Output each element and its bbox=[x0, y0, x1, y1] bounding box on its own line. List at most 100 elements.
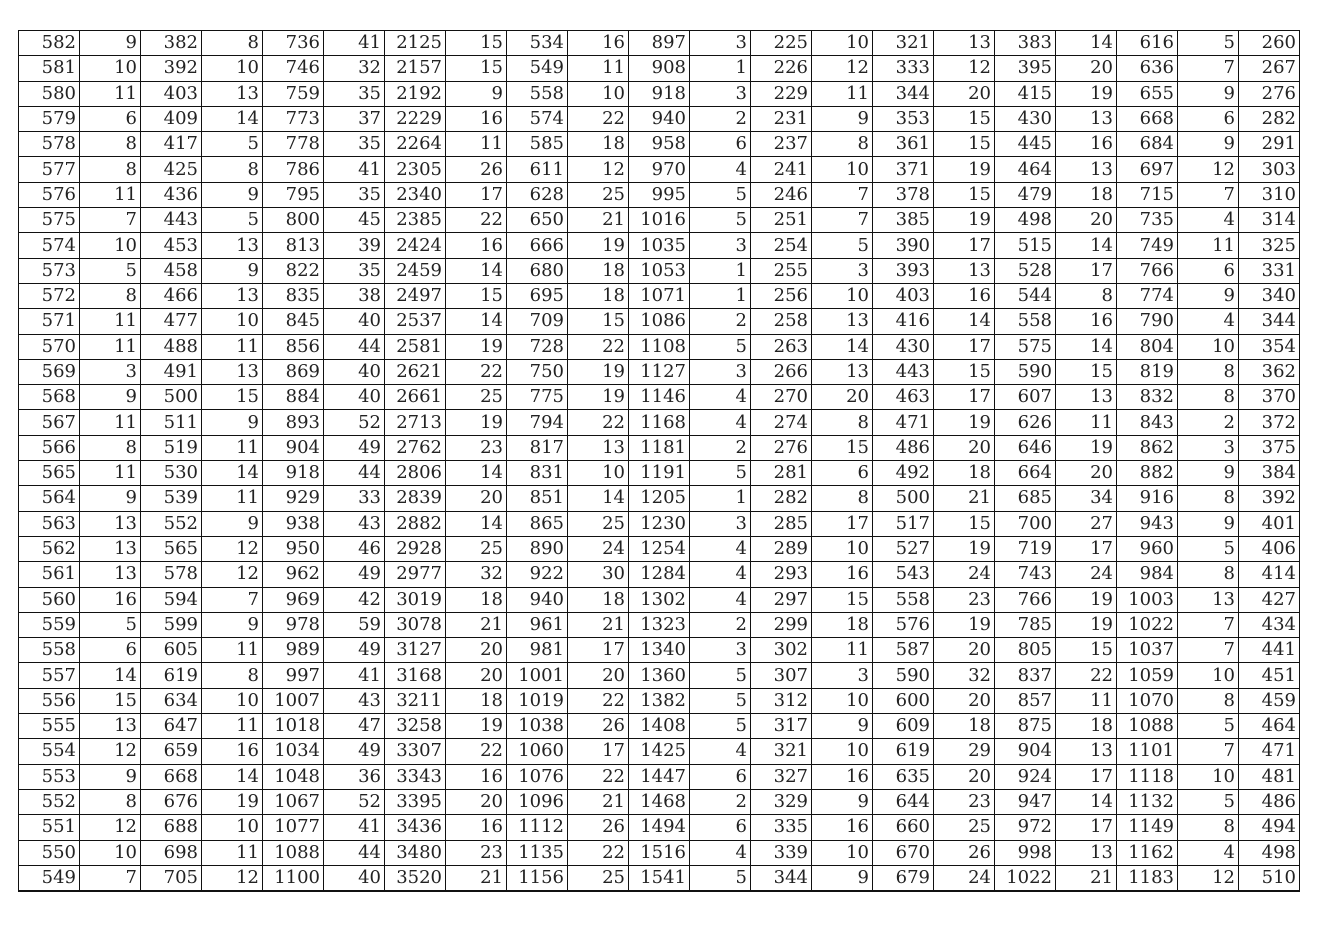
cumulative-cell: 1132 bbox=[1116, 788, 1178, 816]
count-cell: 10 bbox=[79, 839, 141, 866]
cumulative-cell: 434 bbox=[1238, 611, 1300, 639]
count-cell: 11 bbox=[79, 80, 141, 107]
cumulative-cell: 384 bbox=[1238, 460, 1300, 487]
count-cell: 35 bbox=[323, 181, 385, 209]
count-cell: 8 bbox=[79, 131, 141, 158]
count-cell: 16 bbox=[1055, 131, 1117, 158]
cumulative-cell: 266 bbox=[750, 358, 812, 386]
count-cell: 15 bbox=[933, 510, 995, 537]
count-cell: 24 bbox=[933, 864, 995, 893]
count-cell: 10 bbox=[567, 80, 629, 107]
count-cell: 1 bbox=[689, 257, 751, 284]
count-cell: 41 bbox=[323, 156, 385, 183]
cumulative-cell: 660 bbox=[872, 814, 934, 841]
count-cell: 6 bbox=[79, 637, 141, 664]
count-cell: 20 bbox=[1055, 55, 1117, 82]
cumulative-cell: 362 bbox=[1238, 358, 1300, 386]
count-cell: 13 bbox=[1055, 738, 1117, 765]
count-cell: 4 bbox=[689, 586, 751, 613]
cumulative-cell: 865 bbox=[506, 510, 568, 537]
score-cell: 571 bbox=[18, 308, 80, 335]
score-cell: 553 bbox=[18, 763, 80, 790]
score-cell: 549 bbox=[18, 864, 80, 893]
cumulative-cell: 519 bbox=[140, 434, 202, 462]
count-cell: 10 bbox=[1177, 662, 1239, 689]
cumulative-cell: 819 bbox=[1116, 358, 1178, 386]
count-cell: 15 bbox=[567, 308, 629, 335]
cumulative-cell: 851 bbox=[506, 485, 568, 512]
count-cell: 25 bbox=[445, 384, 507, 411]
cumulative-cell: 1059 bbox=[1116, 662, 1178, 689]
count-cell: 3 bbox=[689, 637, 751, 664]
count-cell: 10 bbox=[811, 156, 873, 183]
cumulative-cell: 1541 bbox=[628, 864, 690, 893]
count-cell: 11 bbox=[79, 409, 141, 436]
cumulative-cell: 636 bbox=[1116, 55, 1178, 82]
count-cell: 22 bbox=[567, 763, 629, 790]
count-cell: 45 bbox=[323, 207, 385, 234]
count-cell: 16 bbox=[445, 763, 507, 790]
count-cell: 18 bbox=[567, 586, 629, 613]
count-cell: 19 bbox=[1055, 611, 1117, 639]
cumulative-cell: 477 bbox=[140, 308, 202, 335]
cumulative-cell: 414 bbox=[1238, 561, 1300, 588]
cumulative-cell: 416 bbox=[872, 308, 934, 335]
cumulative-cell: 354 bbox=[1238, 333, 1300, 360]
cumulative-cell: 882 bbox=[1116, 460, 1178, 487]
count-cell: 11 bbox=[1177, 232, 1239, 259]
count-cell: 5 bbox=[811, 232, 873, 259]
count-cell: 4 bbox=[689, 561, 751, 588]
score-cell: 561 bbox=[18, 561, 80, 588]
cumulative-cell: 607 bbox=[994, 384, 1056, 411]
count-cell: 16 bbox=[445, 814, 507, 841]
cumulative-cell: 441 bbox=[1238, 637, 1300, 664]
count-cell: 10 bbox=[201, 308, 263, 335]
count-cell: 4 bbox=[1177, 308, 1239, 335]
cumulative-cell: 2424 bbox=[384, 232, 446, 259]
count-cell: 18 bbox=[811, 611, 873, 639]
cumulative-cell: 884 bbox=[262, 384, 324, 411]
cumulative-cell: 488 bbox=[140, 333, 202, 360]
count-cell: 52 bbox=[323, 409, 385, 436]
cumulative-cell: 1408 bbox=[628, 713, 690, 740]
count-cell: 3 bbox=[811, 662, 873, 689]
count-cell: 11 bbox=[201, 637, 263, 664]
count-cell: 5 bbox=[689, 333, 751, 360]
count-cell: 18 bbox=[567, 131, 629, 158]
cumulative-cell: 2157 bbox=[384, 55, 446, 82]
count-cell: 10 bbox=[201, 55, 263, 82]
cumulative-cell: 372 bbox=[1238, 409, 1300, 436]
table-row: 549 7 705 12 1100 40 3520 21 1156 25 1541 5 344 9 679 2… bbox=[18, 864, 1300, 893]
count-cell: 8 bbox=[201, 156, 263, 183]
cumulative-cell: 1001 bbox=[506, 662, 568, 689]
cumulative-cell: 378 bbox=[872, 181, 934, 209]
cumulative-cell: 471 bbox=[872, 409, 934, 436]
count-cell: 49 bbox=[323, 637, 385, 664]
cumulative-cell: 845 bbox=[262, 308, 324, 335]
score-cell: 552 bbox=[18, 788, 80, 816]
count-cell: 11 bbox=[567, 55, 629, 82]
cumulative-cell: 382 bbox=[140, 29, 202, 57]
cumulative-cell: 635 bbox=[872, 763, 934, 790]
cumulative-cell: 486 bbox=[1238, 788, 1300, 816]
count-cell: 5 bbox=[689, 687, 751, 715]
count-cell: 19 bbox=[567, 358, 629, 386]
cumulative-cell: 916 bbox=[1116, 485, 1178, 512]
count-cell: 4 bbox=[689, 738, 751, 765]
score-cell: 580 bbox=[18, 80, 80, 107]
cumulative-cell: 962 bbox=[262, 561, 324, 588]
cumulative-cell: 282 bbox=[750, 485, 812, 512]
count-cell: 10 bbox=[201, 687, 263, 715]
cumulative-cell: 558 bbox=[506, 80, 568, 107]
score-cell: 557 bbox=[18, 662, 80, 689]
cumulative-cell: 778 bbox=[262, 131, 324, 158]
count-cell: 3 bbox=[79, 358, 141, 386]
cumulative-cell: 425 bbox=[140, 156, 202, 183]
count-cell: 2 bbox=[1177, 409, 1239, 436]
count-cell: 19 bbox=[933, 535, 995, 563]
cumulative-cell: 940 bbox=[506, 586, 568, 613]
cumulative-cell: 270 bbox=[750, 384, 812, 411]
table-row: 554 12 659 16 1034 49 3307 22 1060 17 1425 4 321 10 61… bbox=[18, 738, 1300, 765]
cumulative-cell: 549 bbox=[506, 55, 568, 82]
count-cell: 32 bbox=[323, 55, 385, 82]
